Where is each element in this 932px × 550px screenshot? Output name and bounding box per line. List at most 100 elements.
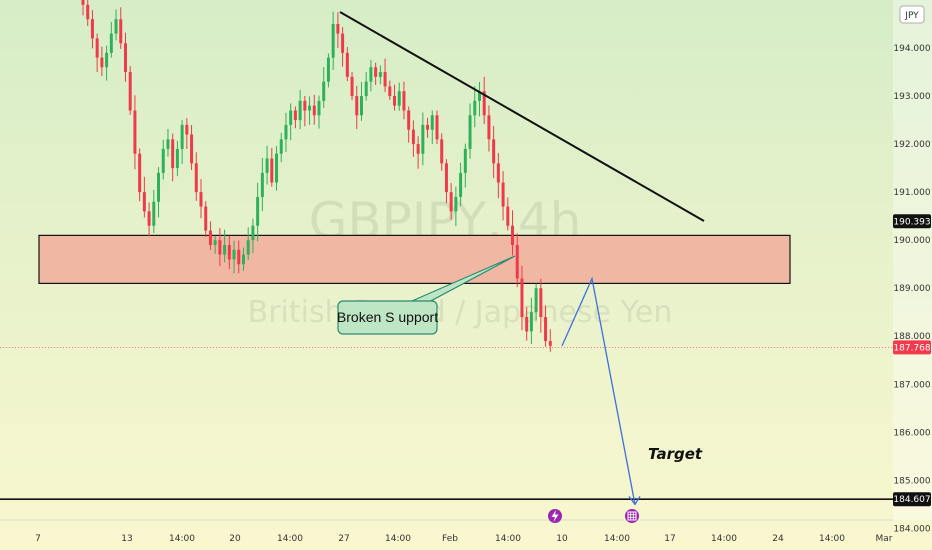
candle[interactable] (529, 297, 533, 344)
candle[interactable] (364, 71, 368, 101)
candle[interactable] (331, 11, 335, 70)
candle[interactable] (128, 66, 132, 115)
candle[interactable] (341, 27, 345, 67)
candle[interactable] (407, 106, 411, 143)
candle[interactable] (298, 89, 302, 130)
candle[interactable] (397, 82, 401, 111)
candle[interactable] (539, 278, 543, 333)
candle[interactable] (241, 247, 245, 271)
candle[interactable] (459, 162, 463, 206)
candle[interactable] (548, 329, 552, 352)
candle[interactable] (312, 94, 316, 125)
price-axis[interactable]: 184.000 185.000 186.000 187.000 188.000 189.0… (893, 5, 931, 534)
callout[interactable]: Broken S upport (337, 255, 516, 335)
candle[interactable] (345, 46, 349, 82)
candle[interactable] (105, 45, 109, 81)
candle[interactable] (161, 139, 165, 180)
candle[interactable] (435, 110, 439, 144)
candle[interactable] (411, 120, 415, 157)
candle[interactable] (289, 103, 293, 141)
candle[interactable] (359, 82, 363, 121)
candle[interactable] (426, 117, 430, 138)
lightning-icon[interactable] (548, 509, 562, 523)
candle[interactable] (322, 67, 326, 108)
candle[interactable] (402, 81, 406, 120)
candle[interactable] (440, 133, 444, 171)
candle[interactable] (544, 305, 548, 347)
candle[interactable] (218, 228, 222, 267)
candle[interactable] (520, 265, 524, 331)
candle[interactable] (270, 148, 274, 187)
candle[interactable] (142, 176, 146, 218)
candle[interactable] (416, 136, 420, 169)
candle[interactable] (393, 84, 397, 111)
candle[interactable] (147, 202, 151, 237)
candle[interactable] (227, 235, 231, 270)
candle[interactable] (213, 235, 217, 254)
candle[interactable] (293, 106, 297, 129)
candle[interactable] (487, 105, 491, 152)
candle[interactable] (251, 218, 255, 254)
candle[interactable] (492, 126, 496, 179)
candle[interactable] (421, 112, 425, 166)
candle[interactable] (157, 167, 161, 218)
candle[interactable] (123, 32, 127, 82)
candle[interactable] (275, 145, 279, 191)
candle[interactable] (166, 128, 170, 157)
candle[interactable] (199, 179, 203, 219)
candle[interactable] (109, 21, 113, 58)
candle[interactable] (388, 80, 392, 100)
candle[interactable] (185, 118, 189, 149)
candle[interactable] (279, 132, 283, 163)
candle[interactable] (374, 62, 378, 85)
candle[interactable] (369, 60, 373, 92)
candle[interactable] (81, 0, 85, 16)
candle[interactable] (378, 65, 382, 85)
candle[interactable] (430, 110, 434, 145)
candle[interactable] (180, 120, 184, 164)
candle[interactable] (119, 7, 123, 49)
candle[interactable] (90, 10, 94, 49)
candle[interactable] (444, 159, 448, 204)
candle[interactable] (256, 182, 260, 242)
candle[interactable] (204, 201, 208, 238)
candle[interactable] (336, 12, 340, 48)
candle[interactable] (175, 140, 179, 177)
candle[interactable] (468, 103, 472, 159)
candle[interactable] (482, 76, 486, 125)
support-zone[interactable] (38, 234, 791, 285)
candle[interactable] (232, 240, 236, 274)
candle[interactable] (114, 9, 118, 41)
candle[interactable] (308, 96, 312, 125)
candle[interactable] (133, 95, 137, 170)
candle[interactable] (463, 143, 467, 188)
candle[interactable] (246, 227, 250, 261)
candle[interactable] (454, 186, 458, 227)
candle[interactable] (265, 145, 269, 185)
candle[interactable] (525, 307, 529, 341)
candle[interactable] (477, 81, 481, 117)
candle[interactable] (100, 46, 104, 77)
time-axis[interactable]: 7 13 14:00 20 14:00 27 14:00 Feb 14:00 10 14:00 17 1… (0, 509, 893, 544)
candle[interactable] (152, 189, 156, 233)
candle[interactable] (350, 72, 354, 101)
candle[interactable] (223, 229, 227, 263)
candle[interactable] (501, 171, 505, 221)
candle[interactable] (138, 148, 142, 202)
candle[interactable] (534, 283, 538, 321)
candle[interactable] (303, 95, 307, 127)
candle[interactable] (449, 183, 453, 220)
candle[interactable] (190, 125, 194, 170)
candle[interactable] (326, 53, 330, 88)
candle[interactable] (383, 58, 387, 92)
currency-badge[interactable]: JPY (899, 5, 925, 24)
candle[interactable] (208, 221, 212, 250)
candle[interactable] (86, 0, 90, 26)
candle[interactable] (473, 86, 477, 128)
candle[interactable] (237, 240, 241, 274)
candle[interactable] (171, 133, 175, 182)
projection-path[interactable] (561, 276, 636, 505)
flag-icon[interactable] (625, 509, 639, 523)
candle[interactable] (260, 157, 264, 212)
